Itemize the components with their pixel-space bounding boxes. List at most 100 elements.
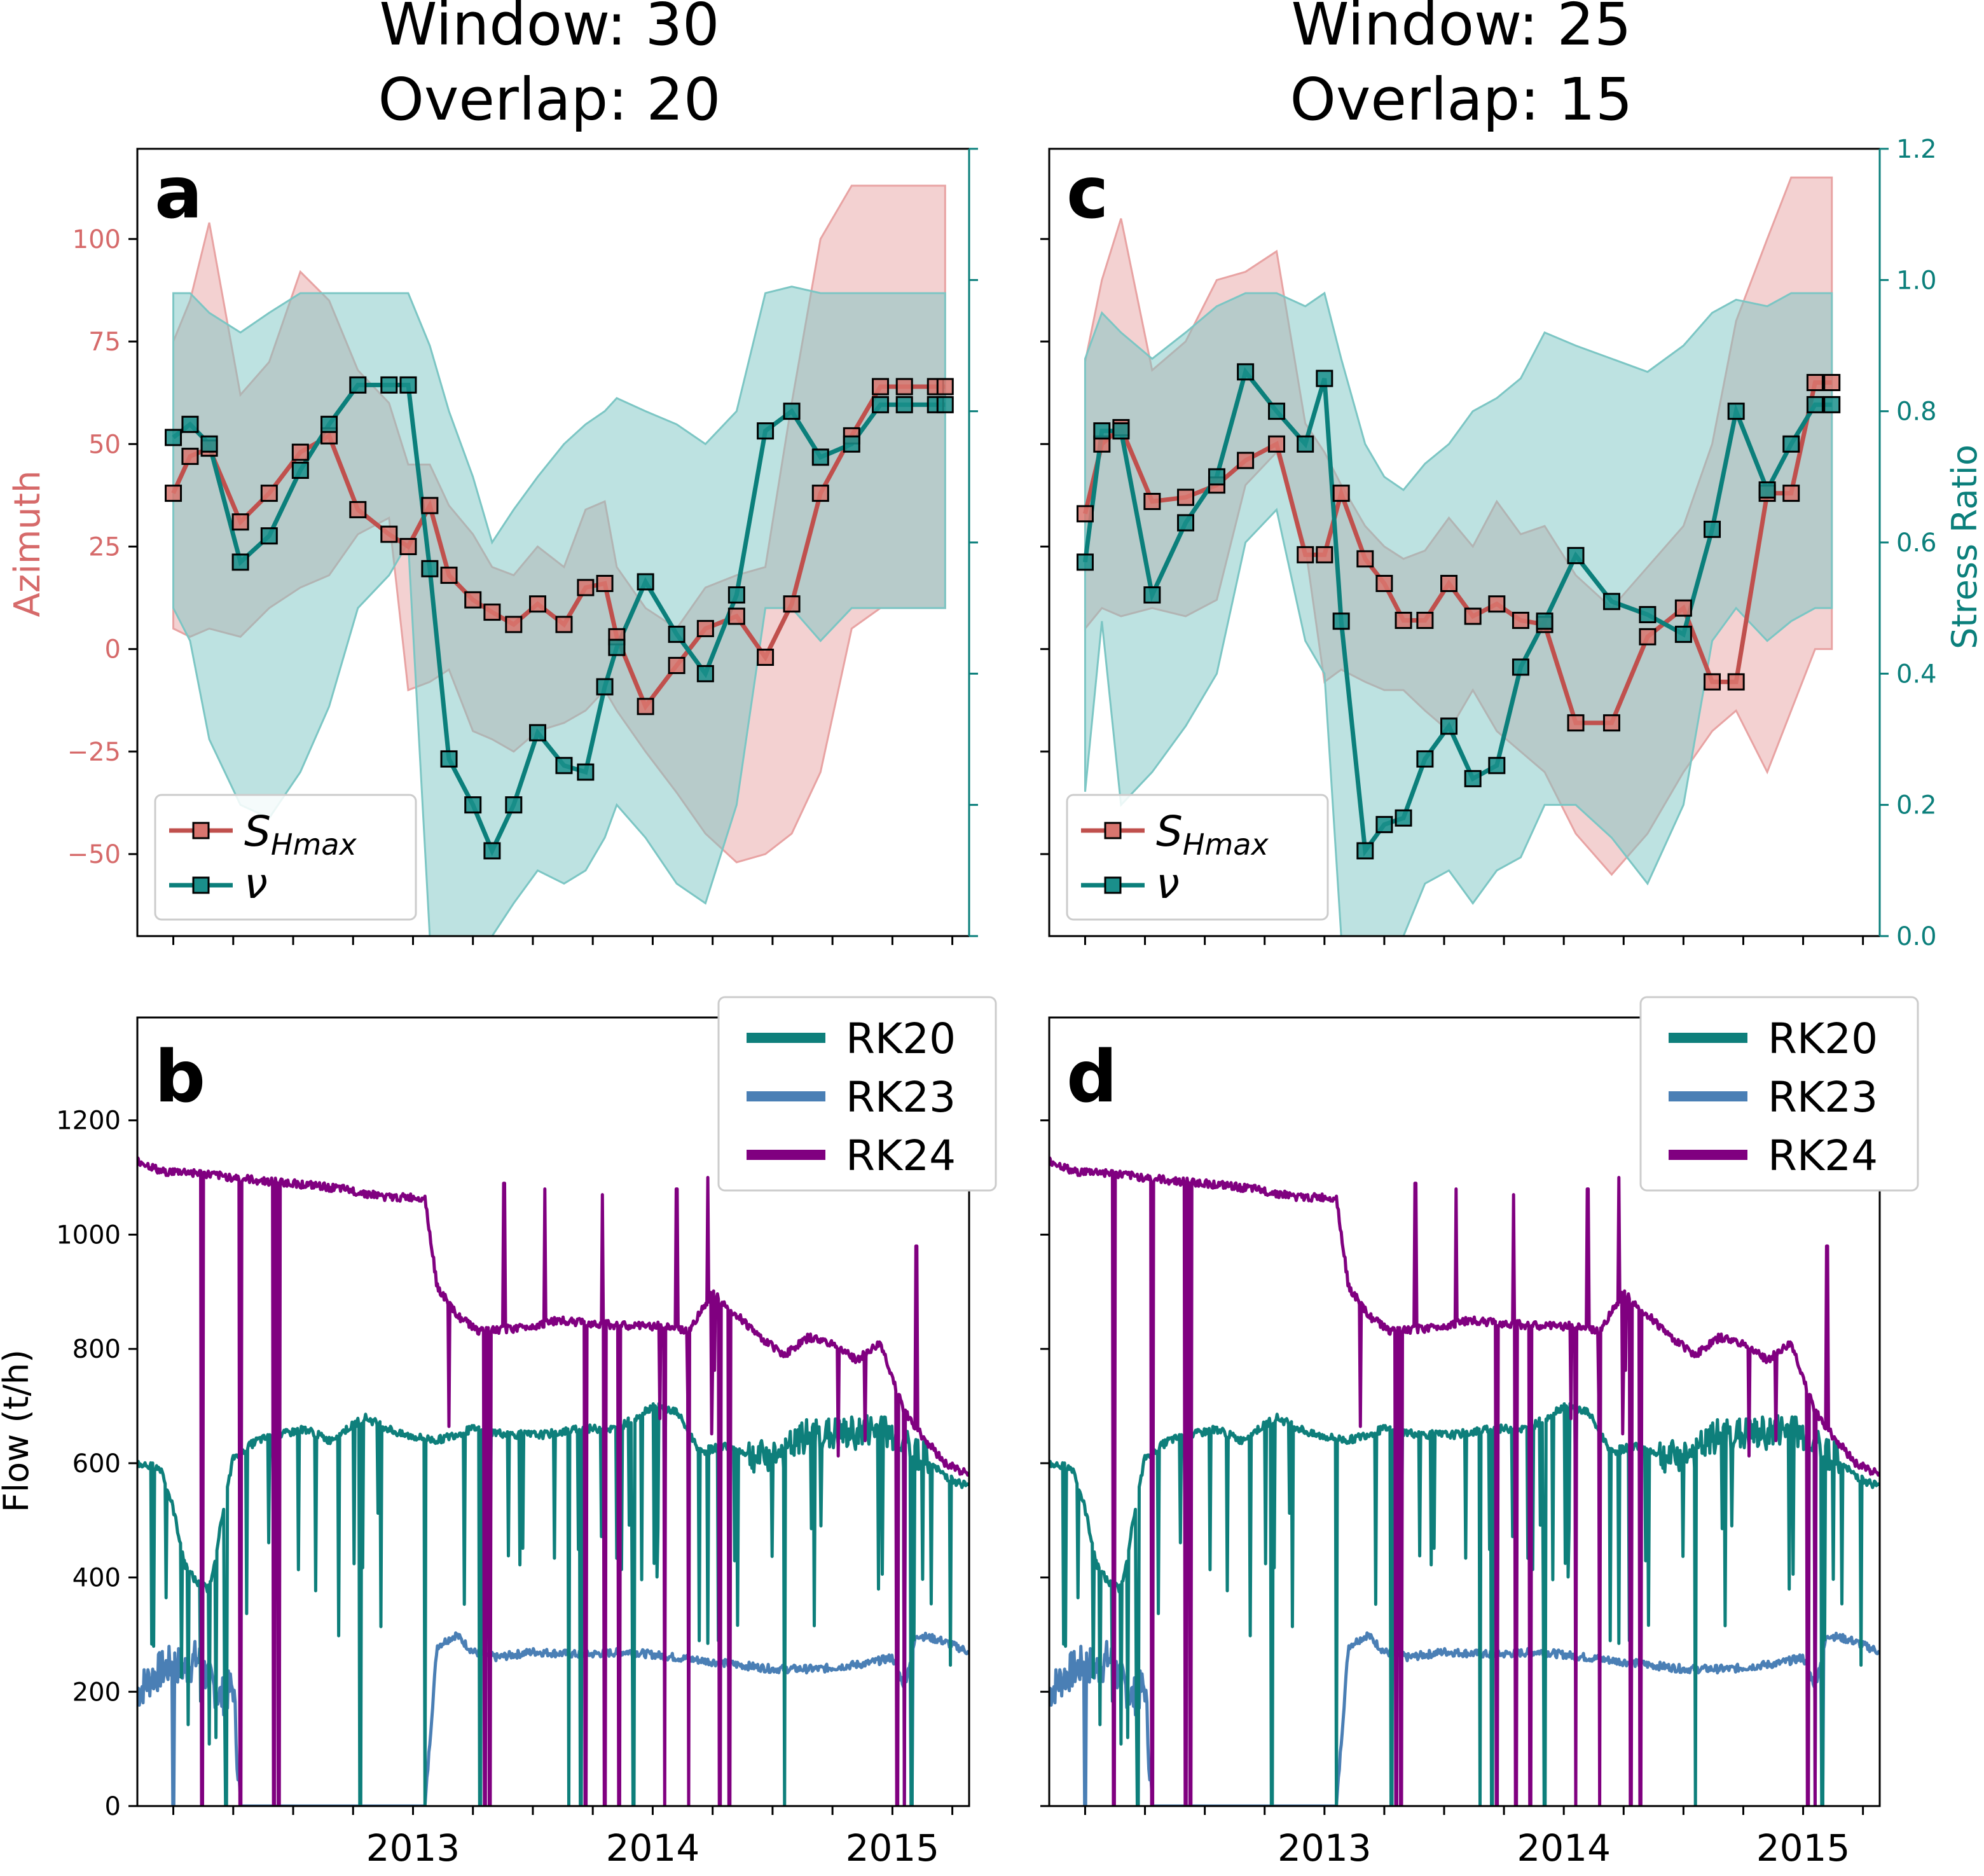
- plot-area: [1049, 1157, 1879, 1806]
- left-tick-label: 0: [105, 635, 121, 665]
- legend-rk20-label: RK20: [846, 1014, 956, 1063]
- azimuth-axis-label: Azimuth: [7, 471, 48, 617]
- shmax-point: [350, 502, 366, 517]
- shmax-point: [166, 486, 181, 501]
- nu-point: [1784, 436, 1799, 452]
- rk23-flow-line: [137, 1633, 968, 1806]
- nu-point: [1333, 614, 1349, 629]
- nu-point: [1145, 588, 1160, 603]
- shmax-point: [465, 592, 481, 607]
- nu-point: [1640, 607, 1655, 622]
- shmax-point: [813, 486, 828, 501]
- shmax-point: [382, 527, 397, 542]
- shmax-point: [530, 597, 545, 612]
- nu-point: [1807, 397, 1822, 412]
- nu-point: [1442, 719, 1457, 734]
- rk20-flow-line: [1049, 1404, 1879, 1806]
- nu-point: [1113, 424, 1129, 439]
- nu-point: [1178, 515, 1194, 530]
- shmax-point: [485, 605, 500, 620]
- right-tick-label: 0.4: [1896, 659, 1937, 689]
- panel-a-title-line1: Window: 30: [379, 0, 719, 59]
- nu-point: [669, 626, 684, 642]
- nu-point: [597, 679, 612, 694]
- y-tick-label: 800: [72, 1335, 121, 1364]
- nu-point: [293, 463, 308, 478]
- y-tick-label: 200: [72, 1678, 121, 1707]
- shmax-point: [1489, 597, 1505, 612]
- nu-point: [873, 397, 888, 412]
- shmax-point: [669, 658, 684, 673]
- shmax-point: [1333, 486, 1349, 501]
- shmax-point: [1298, 547, 1313, 562]
- shmax-point: [556, 617, 572, 632]
- shmax-point: [1269, 436, 1285, 452]
- shmax-point: [1145, 494, 1160, 509]
- nu-point: [698, 666, 713, 681]
- legend-rk23-label: RK23: [846, 1073, 956, 1122]
- shmax-point: [183, 449, 198, 464]
- nu-point: [350, 377, 366, 392]
- shmax-point: [937, 379, 953, 394]
- x-tick-label: 2014: [1517, 1826, 1611, 1870]
- nu-point: [729, 588, 744, 603]
- y-tick-label: 0: [105, 1792, 121, 1821]
- nu-point: [1537, 614, 1552, 629]
- shmax-point: [758, 650, 773, 665]
- nu-point: [465, 797, 481, 813]
- shmax-point: [506, 617, 521, 632]
- shmax-point: [422, 498, 437, 513]
- shmax-point: [1377, 576, 1392, 591]
- shmax-point: [578, 580, 593, 595]
- shmax-point: [784, 597, 799, 612]
- rk20-flow-line: [137, 1404, 968, 1806]
- right-tick-label: 0.0: [1896, 922, 1937, 951]
- shmax-point: [441, 568, 457, 583]
- shmax-point: [638, 699, 653, 714]
- shmax-point: [1705, 674, 1720, 689]
- nu-point: [578, 764, 593, 780]
- nu-point: [382, 377, 397, 392]
- left-tick-label: 100: [72, 225, 121, 254]
- shmax-point: [1077, 506, 1092, 521]
- y-tick-label: 400: [72, 1564, 121, 1593]
- shmax-point: [597, 576, 612, 591]
- shmax-point: [293, 445, 308, 460]
- legend-panel-c: SHmax ν: [1067, 795, 1328, 920]
- right-tick-label: 1.0: [1896, 266, 1937, 295]
- legend-nu-marker: [1105, 878, 1120, 893]
- nu-point: [261, 528, 277, 544]
- shmax-point: [1442, 576, 1457, 591]
- x-tick-label: 2015: [1756, 1826, 1850, 1870]
- legend-rk23-label: RK23: [1768, 1073, 1878, 1122]
- legend-nu-label: ν: [244, 859, 268, 908]
- right-tick-label: 1.2: [1896, 135, 1937, 164]
- shmax-point: [401, 539, 416, 554]
- shmax-point: [1417, 613, 1433, 628]
- nu-point: [758, 424, 773, 439]
- legend-shmax-marker: [1105, 823, 1120, 838]
- left-tick-label: 25: [88, 532, 121, 562]
- nu-point: [897, 397, 912, 412]
- legend-panel-d: RK20 RK23 RK24: [1641, 997, 1918, 1190]
- right-tick-label: 0.2: [1896, 791, 1937, 820]
- panel-b-label: b: [155, 1036, 205, 1119]
- shmax-point: [1178, 490, 1194, 505]
- panel-c-title-line1: Window: 25: [1291, 0, 1631, 59]
- nu-point: [233, 555, 248, 570]
- legend-nu-label: ν: [1156, 859, 1180, 908]
- shmax-point: [1238, 453, 1253, 468]
- nu-point: [322, 417, 337, 432]
- shmax-point: [1358, 551, 1373, 567]
- y-tick-label: 1000: [56, 1220, 121, 1250]
- nu-point: [556, 758, 572, 773]
- shmax-point: [1604, 715, 1619, 731]
- panel-c-label: c: [1066, 152, 1108, 235]
- right-tick-label: 0.8: [1896, 397, 1937, 427]
- shmax-point: [1317, 547, 1332, 562]
- shmax-point: [1784, 486, 1799, 501]
- nu-point: [1465, 771, 1480, 786]
- shmax-point: [897, 379, 912, 394]
- nu-point: [1396, 810, 1411, 825]
- panel-a-label: a: [155, 152, 203, 235]
